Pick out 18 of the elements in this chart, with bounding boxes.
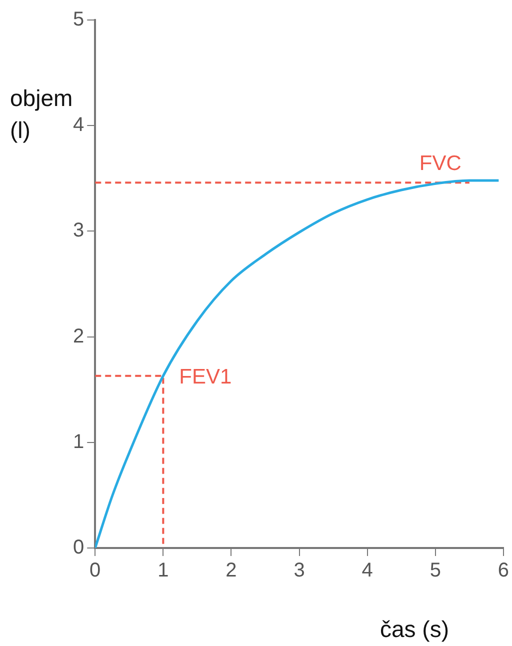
y-axis-title: objem (l) — [10, 85, 73, 143]
x-tick-label: 1 — [158, 560, 169, 582]
x-tick-label: 4 — [362, 560, 373, 582]
annotation: FEV1 — [179, 366, 232, 389]
y-tick-label: 4 — [73, 114, 84, 136]
y-tick-label: 3 — [73, 220, 84, 242]
y-tick-label: 2 — [73, 325, 84, 348]
annotation: FVC — [419, 152, 462, 175]
x-axis-title: čas (s) — [380, 616, 449, 643]
y-tick-label: 0 — [73, 536, 84, 559]
x-tick-label: 2 — [226, 560, 237, 582]
y-tick-label: 1 — [73, 430, 84, 453]
y-tick-label: 5 — [73, 8, 84, 31]
x-tick-label: 6 — [498, 560, 509, 582]
line-series — [95, 179, 500, 548]
x-tick-label: 5 — [430, 560, 441, 582]
x-tick-label: 0 — [90, 560, 101, 582]
x-tick-label: 3 — [294, 560, 305, 582]
